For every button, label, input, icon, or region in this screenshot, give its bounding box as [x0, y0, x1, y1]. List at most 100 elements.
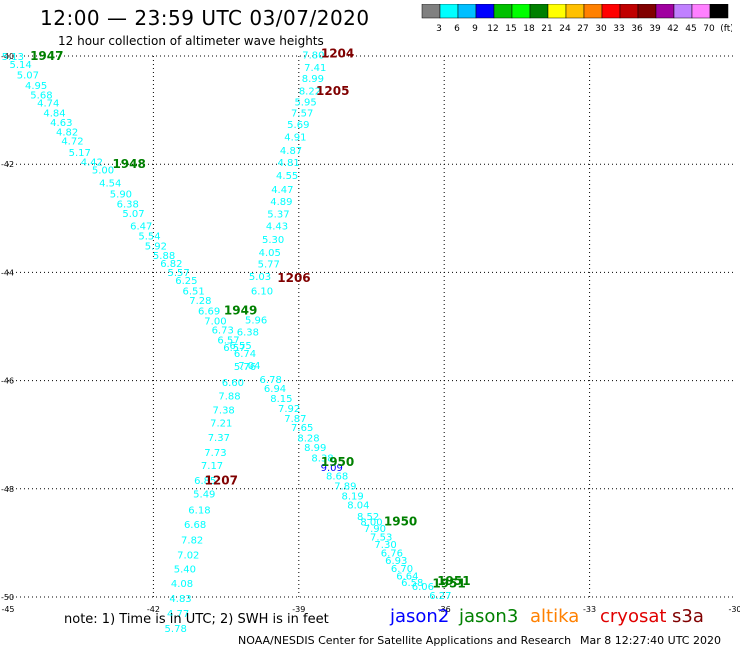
wave-height-value: 6.85 [194, 476, 216, 487]
wave-height-value: 8.15 [270, 394, 292, 405]
note-text: note: 1) Time is in UTC; 2) SWH is in fe… [64, 612, 329, 627]
wave-height-value: 6.57 [217, 335, 239, 346]
wave-height-value: 6.69 [198, 306, 220, 317]
wave-height-value: 8.28 [297, 433, 319, 444]
color-scale-label: 18 [523, 24, 535, 34]
wave-height-value: 5.77 [258, 260, 280, 271]
color-scale-label: 24 [559, 24, 571, 34]
wave-height-value: 6.25 [175, 276, 197, 287]
wave-height-value: 5.07 [122, 209, 144, 220]
wave-height-value: 4.74 [37, 99, 59, 110]
wave-height-value: 6.73 [212, 326, 234, 337]
wave-height-value: 8.68 [326, 471, 348, 482]
wave-height-value: 5.69 [287, 120, 309, 131]
wave-height-value: 4.83 [169, 594, 191, 605]
wave-height-value: 4.55 [276, 171, 298, 182]
color-swatch [709, 4, 729, 19]
wave-height-value: 5.37 [267, 209, 289, 220]
wave-height-value: 5.13 [2, 52, 24, 63]
satellite-label-jason3: jason3 [459, 606, 519, 627]
wave-height-value: 4.91 [284, 133, 306, 144]
satellite-label-cryosat: cryosat [600, 606, 667, 627]
wave-height-value: 6.38 [117, 200, 139, 211]
wave-height-value: 7.41 [304, 63, 326, 74]
wave-height-value: 7.73 [204, 448, 226, 459]
wave-height-value: 7.53 [370, 532, 392, 543]
wave-height-value: 9.09 [321, 463, 343, 474]
wave-height-value: 7.65 [291, 423, 313, 434]
wave-height-value: 5.30 [262, 235, 284, 246]
wave-height-value: 4.43 [266, 221, 288, 232]
y-tick-label: -46 [1, 377, 14, 386]
wave-height-value: 6.55 [230, 341, 252, 352]
x-tick-label: -39 [292, 605, 305, 614]
wave-height-value: 8.19 [341, 491, 363, 502]
y-tick-label: -40 [1, 52, 14, 61]
wave-height-value: 6.82 [160, 259, 182, 270]
x-tick-label: -42 [147, 605, 160, 614]
x-tick-label: -36 [438, 605, 451, 614]
wave-height-value: 6.93 [385, 556, 407, 567]
wave-height-value: 8.00 [360, 517, 382, 528]
wave-height-value: 7.88 [218, 392, 240, 403]
wave-height-value: 5.17 [69, 148, 91, 159]
pass-time-label: 1205 [316, 84, 349, 98]
wave-height-value: 7.57 [291, 108, 313, 119]
wave-height-value: 5.92 [145, 241, 167, 252]
page-subtitle: 12 hour collection of altimeter wave hei… [58, 34, 324, 48]
wave-height-value: 4.77 [167, 609, 189, 620]
wave-height-value: 8.38 [311, 453, 333, 464]
wave-height-value: 7.37 [208, 433, 230, 444]
wave-height-value: 4.84 [43, 108, 65, 119]
wave-height-value: 4.95 [25, 81, 47, 92]
wave-height-value: 6.47 [130, 221, 152, 232]
wave-height-value: 8.22 [299, 87, 321, 98]
wave-height-value: 5.68 [30, 90, 52, 101]
wave-height-value: 8.04 [347, 500, 369, 511]
y-tick-label: -50 [1, 593, 14, 602]
wave-height-value: 5.88 [153, 251, 175, 262]
pass-time-label: 1947 [30, 49, 63, 63]
y-tick-label: -42 [1, 160, 14, 169]
wave-height-value: 5.03 [249, 272, 271, 283]
satellite-label-jason2: jason2 [390, 606, 450, 627]
wave-height-value: 7.89 [334, 482, 356, 493]
color-scale-label: 42 [667, 24, 678, 34]
pass-time-label: 1951 [437, 574, 470, 588]
color-scale-label: (ft) [720, 24, 732, 34]
wave-height-value: 6.78 [260, 375, 282, 386]
wave-height-value: 4.54 [99, 179, 121, 190]
wave-height-value: 7.80 [302, 50, 324, 61]
pass-time-label: 1948 [112, 157, 145, 171]
wave-height-value: 7.90 [364, 524, 386, 535]
wave-height-value: 7.87 [284, 414, 306, 425]
wave-height-value: 7.02 [177, 550, 199, 561]
color-scale-label: 33 [613, 24, 624, 34]
wave-height-value: 7.21 [210, 418, 232, 429]
color-scale-label: 39 [649, 24, 661, 34]
wave-height-value: 4.05 [259, 248, 281, 259]
wave-height-value: 4.81 [277, 158, 299, 169]
pass-time-label: 1207 [205, 474, 238, 488]
wave-height-value: 7.17 [201, 461, 223, 472]
wave-height-value: 4.47 [271, 185, 293, 196]
x-tick-label: -33 [583, 605, 596, 614]
wave-height-value: 7.28 [189, 296, 211, 307]
wave-height-value: 6.51 [182, 286, 204, 297]
wave-height-value: 6.58 [401, 578, 423, 589]
pass-time-label: 1204 [321, 46, 354, 60]
wave-height-value: 7.04 [238, 361, 260, 372]
color-scale-label: 45 [685, 24, 696, 34]
x-tick-label: -45 [1, 605, 14, 614]
wave-height-value: 4.63 [50, 118, 72, 129]
color-scale-label: 6 [454, 24, 460, 34]
wave-height-value: 6.60 [222, 378, 244, 389]
wave-height-value: 5.14 [9, 60, 31, 71]
color-scale-label: 15 [505, 24, 516, 34]
color-scale-label: 3 [436, 24, 442, 34]
wave-height-value: 5.78 [165, 624, 187, 635]
satellite-label-s3a: s3a [672, 606, 704, 627]
y-tick-label: -48 [1, 485, 14, 494]
